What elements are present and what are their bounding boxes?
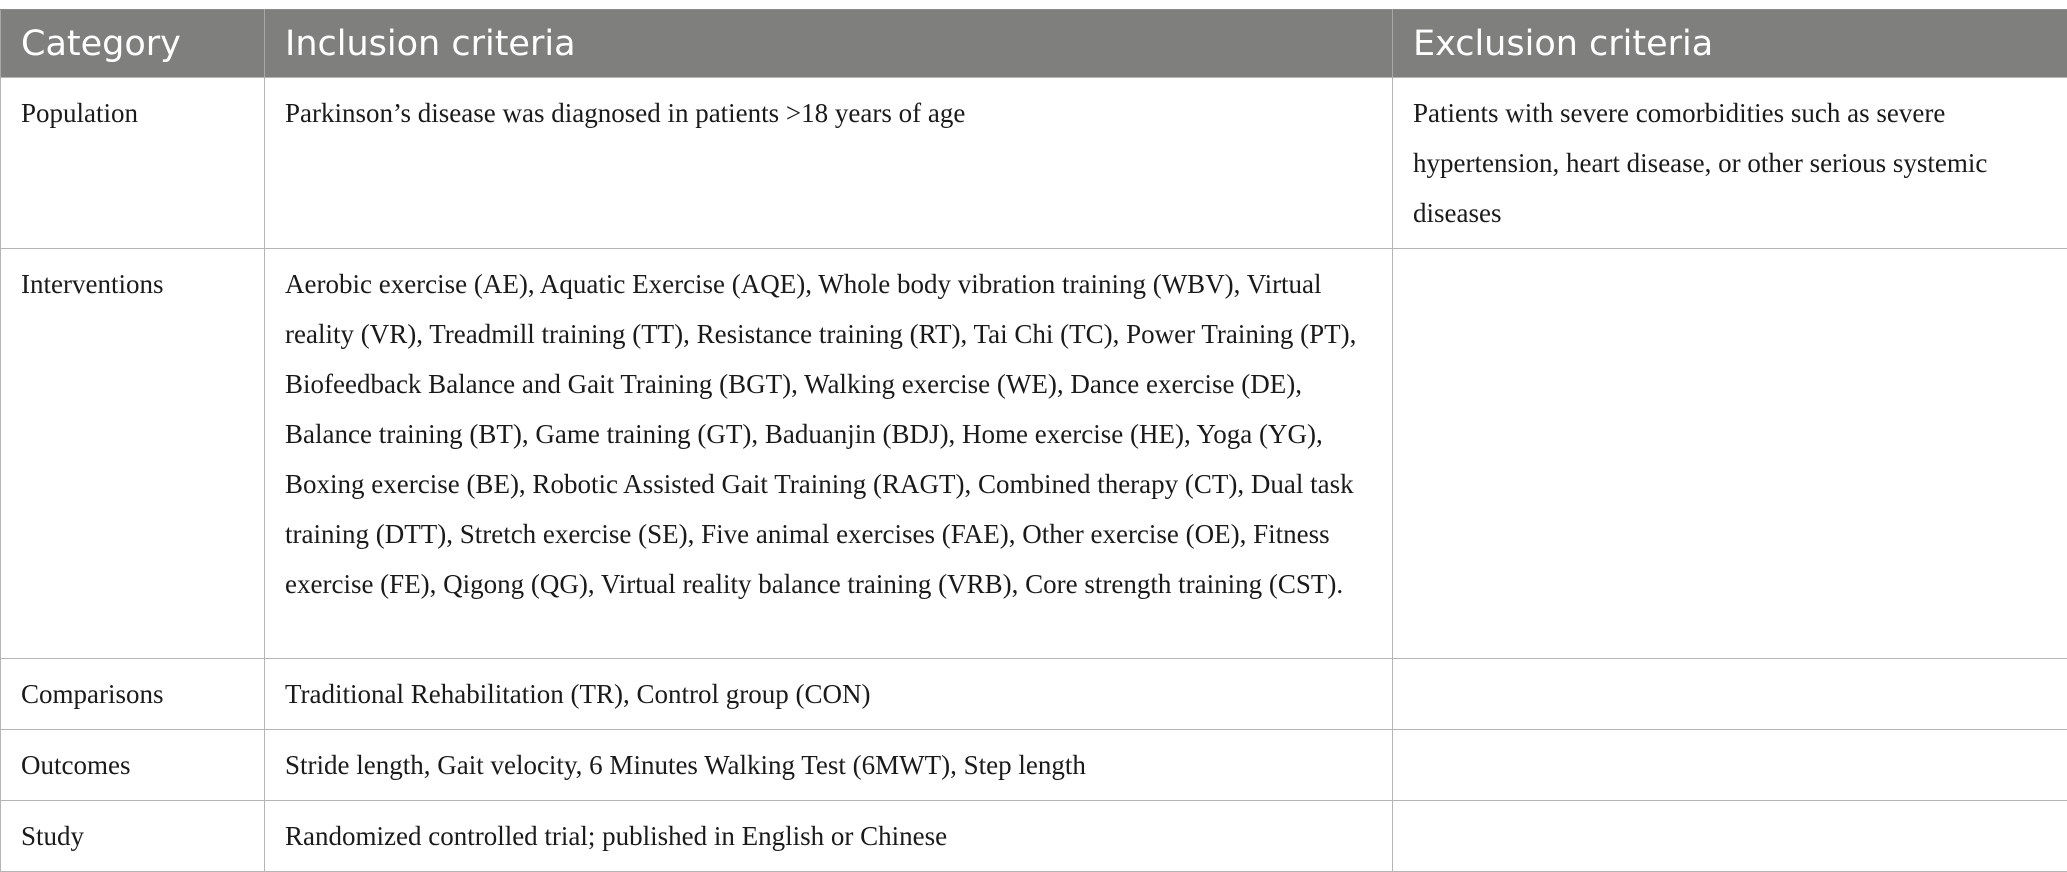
cell-category: Population (1, 78, 265, 249)
table-body: Population Parkinson’s disease was diagn… (1, 78, 2067, 872)
cell-exclusion: Patients with severe comorbidities such … (1393, 78, 2067, 249)
header-exclusion-criteria: Exclusion criteria (1393, 10, 2067, 78)
table-row-interventions: Interventions Aerobic exercise (AE), Aqu… (1, 249, 2067, 659)
cell-category: Interventions (1, 249, 265, 659)
cell-inclusion: Randomized controlled trial; published i… (265, 801, 1393, 872)
cell-inclusion: Stride length, Gait velocity, 6 Minutes … (265, 730, 1393, 801)
cell-exclusion (1393, 659, 2067, 730)
table-row-comparisons: Comparisons Traditional Rehabilitation (… (1, 659, 2067, 730)
cell-category: Outcomes (1, 730, 265, 801)
cell-exclusion (1393, 730, 2067, 801)
cell-category: Comparisons (1, 659, 265, 730)
header-inclusion-criteria: Inclusion criteria (265, 10, 1393, 78)
table-row-population: Population Parkinson’s disease was diagn… (1, 78, 2067, 249)
criteria-table: Category Inclusion criteria Exclusion cr… (0, 9, 2067, 872)
cell-inclusion: Aerobic exercise (AE), Aquatic Exercise … (265, 249, 1393, 659)
cell-inclusion: Parkinson’s disease was diagnosed in pat… (265, 78, 1393, 249)
cell-exclusion (1393, 249, 2067, 659)
criteria-table-container: Category Inclusion criteria Exclusion cr… (0, 9, 2067, 872)
table-row-outcomes: Outcomes Stride length, Gait velocity, 6… (1, 730, 2067, 801)
cell-inclusion: Traditional Rehabilitation (TR), Control… (265, 659, 1393, 730)
header-row: Category Inclusion criteria Exclusion cr… (1, 10, 2067, 78)
cell-exclusion (1393, 801, 2067, 872)
cell-category: Study (1, 801, 265, 872)
header-category: Category (1, 10, 265, 78)
table-row-study: Study Randomized controlled trial; publi… (1, 801, 2067, 872)
table-header: Category Inclusion criteria Exclusion cr… (1, 10, 2067, 78)
